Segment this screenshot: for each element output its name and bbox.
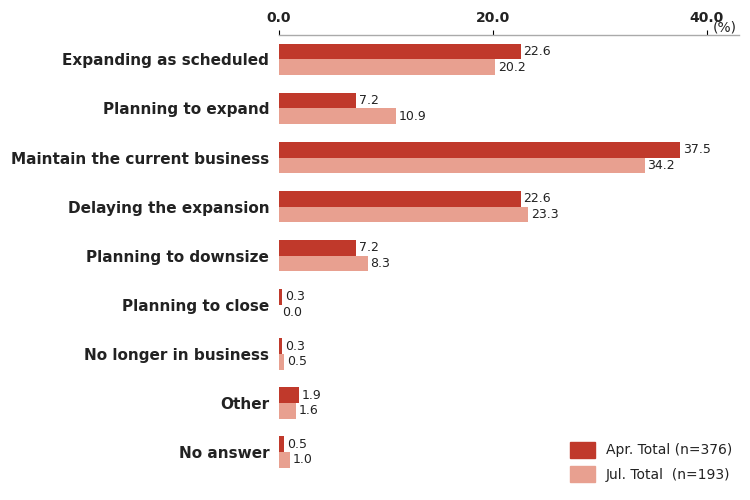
Bar [279, 191, 520, 206]
Text: 10.9: 10.9 [398, 110, 426, 123]
Text: (%): (%) [712, 21, 736, 35]
Bar [279, 388, 299, 403]
Bar [279, 206, 528, 222]
Text: 7.2: 7.2 [358, 94, 379, 107]
Text: 0.5: 0.5 [287, 438, 307, 450]
Bar [279, 158, 645, 174]
Text: 23.3: 23.3 [531, 208, 559, 221]
Bar [279, 403, 296, 418]
Text: 1.9: 1.9 [302, 388, 322, 402]
Text: 37.5: 37.5 [682, 143, 710, 156]
Bar [279, 256, 368, 272]
Bar [279, 338, 282, 354]
Text: 0.5: 0.5 [287, 356, 307, 368]
Text: 20.2: 20.2 [498, 60, 526, 74]
Text: 1.6: 1.6 [298, 404, 319, 417]
Text: 0.3: 0.3 [285, 290, 304, 304]
Text: 1.0: 1.0 [292, 454, 312, 466]
Bar [279, 240, 356, 256]
Text: 7.2: 7.2 [358, 242, 379, 254]
Bar [279, 452, 290, 468]
Bar [279, 289, 282, 305]
Bar [279, 436, 284, 452]
Text: 22.6: 22.6 [524, 45, 551, 58]
Legend: Apr. Total (n=376), Jul. Total  (n=193): Apr. Total (n=376), Jul. Total (n=193) [569, 442, 732, 482]
Text: 0.3: 0.3 [285, 340, 304, 352]
Text: 8.3: 8.3 [370, 257, 391, 270]
Bar [279, 354, 284, 370]
Bar [279, 142, 680, 158]
Text: 34.2: 34.2 [647, 159, 675, 172]
Text: 22.6: 22.6 [524, 192, 551, 205]
Text: 0.0: 0.0 [282, 306, 302, 319]
Bar [279, 44, 520, 60]
Bar [279, 108, 396, 124]
Bar [279, 93, 356, 108]
Bar [279, 60, 495, 75]
